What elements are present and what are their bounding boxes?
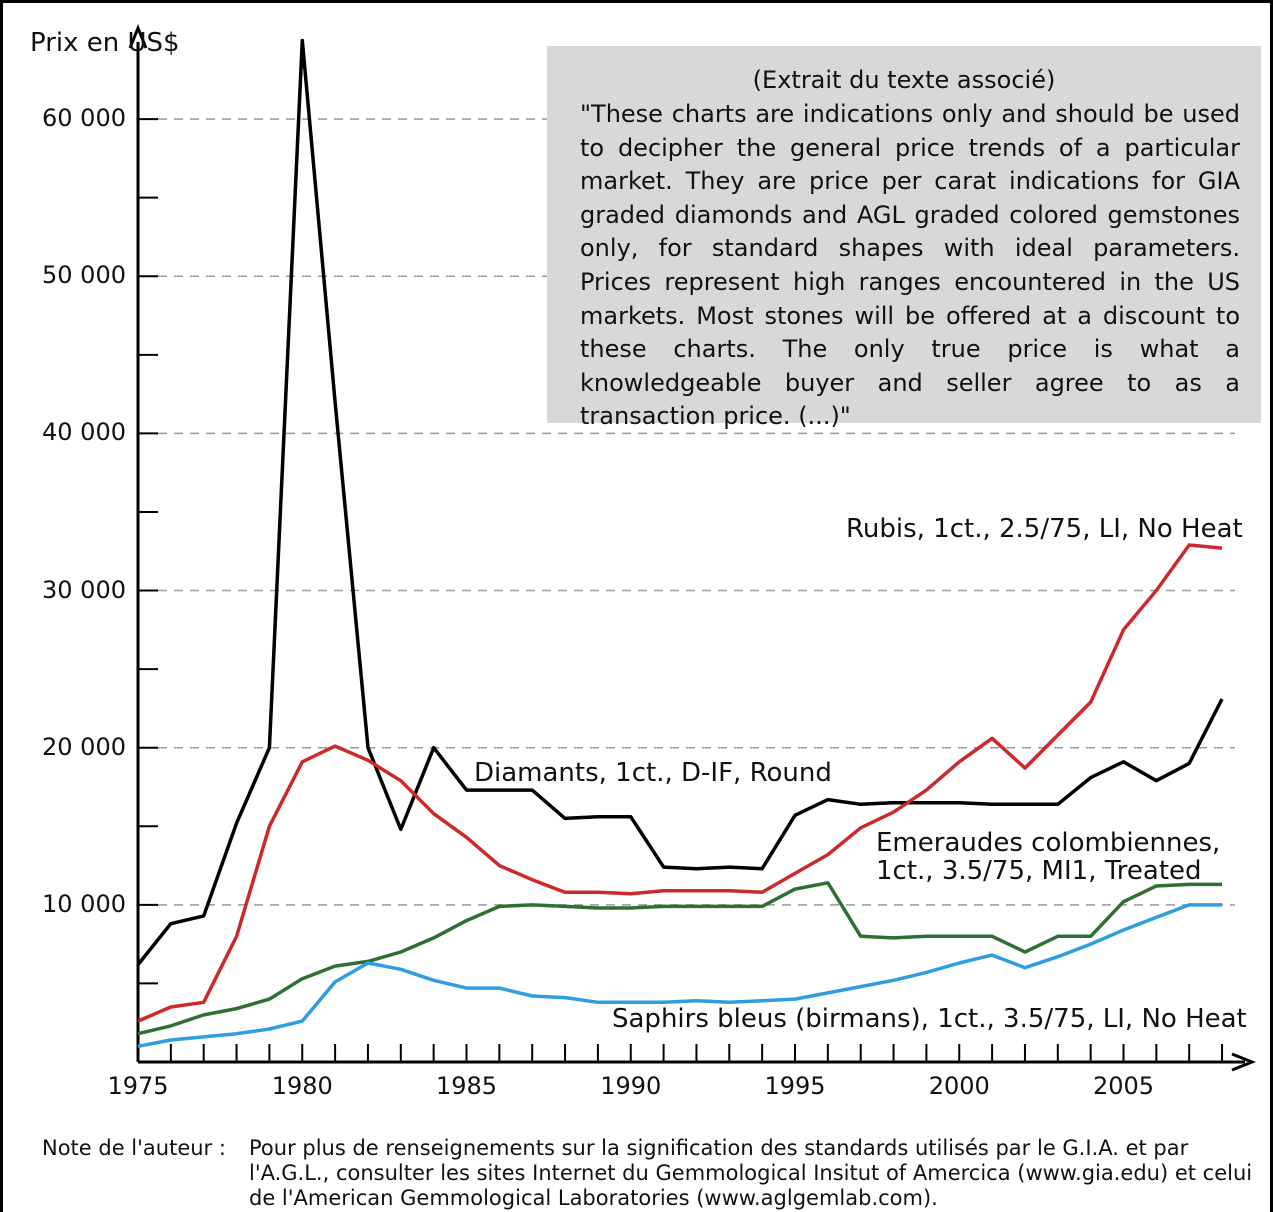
- x-tick-label: 2000: [928, 1072, 990, 1100]
- footer-note-text: Pour plus de renseignements sur la signi…: [249, 1136, 1253, 1210]
- label-emeraudes-line2: 1ct., 3.5/75, MI1, Treated: [876, 856, 1202, 886]
- label-rubis: Rubis, 1ct., 2.5/75, LI, No Heat: [846, 514, 1243, 544]
- x-tick-label: 1995: [764, 1072, 826, 1100]
- x-tick-label: 2005: [1092, 1072, 1155, 1100]
- series-line-0: [136, 38, 1224, 966]
- label-diamants: Diamants, 1ct., D-IF, Round: [474, 758, 832, 788]
- y-tick-label: 40 000: [42, 418, 126, 447]
- label-saphirs: Saphirs bleus (birmans), 1ct., 3.5/75, L…: [612, 1004, 1247, 1034]
- quote-box: (Extrait du texte associé) "These charts…: [547, 46, 1261, 430]
- y-tick-label: 60 000: [42, 104, 126, 133]
- footer-note-key: Note de l'auteur :: [42, 1136, 226, 1160]
- x-tick-label: 1975: [107, 1072, 169, 1100]
- x-tick-label: 1980: [271, 1072, 333, 1100]
- x-tick-label: 1985: [435, 1072, 498, 1100]
- quote-text: "These charts are indications only and s…: [580, 100, 1240, 431]
- series-line-3: [137, 903, 1222, 1049]
- y-axis-title: Prix en US$: [30, 28, 180, 58]
- y-axis-arrow-icon: [128, 23, 148, 49]
- series-line-1: [137, 543, 1223, 1023]
- label-emeraudes-line1: Emeraudes colombiennes,: [876, 828, 1221, 858]
- x-tick-label: 1990: [600, 1072, 662, 1100]
- x-axis-arrow-icon: [1231, 1052, 1257, 1072]
- y-tick-label: 50 000: [42, 261, 126, 290]
- y-tick-label: 10 000: [42, 889, 126, 918]
- series-line-2: [137, 881, 1222, 1036]
- y-tick-label: 30 000: [42, 575, 126, 604]
- quote-title: (Extrait du texte associé): [752, 66, 1056, 94]
- y-tick-label: 20 000: [42, 732, 126, 761]
